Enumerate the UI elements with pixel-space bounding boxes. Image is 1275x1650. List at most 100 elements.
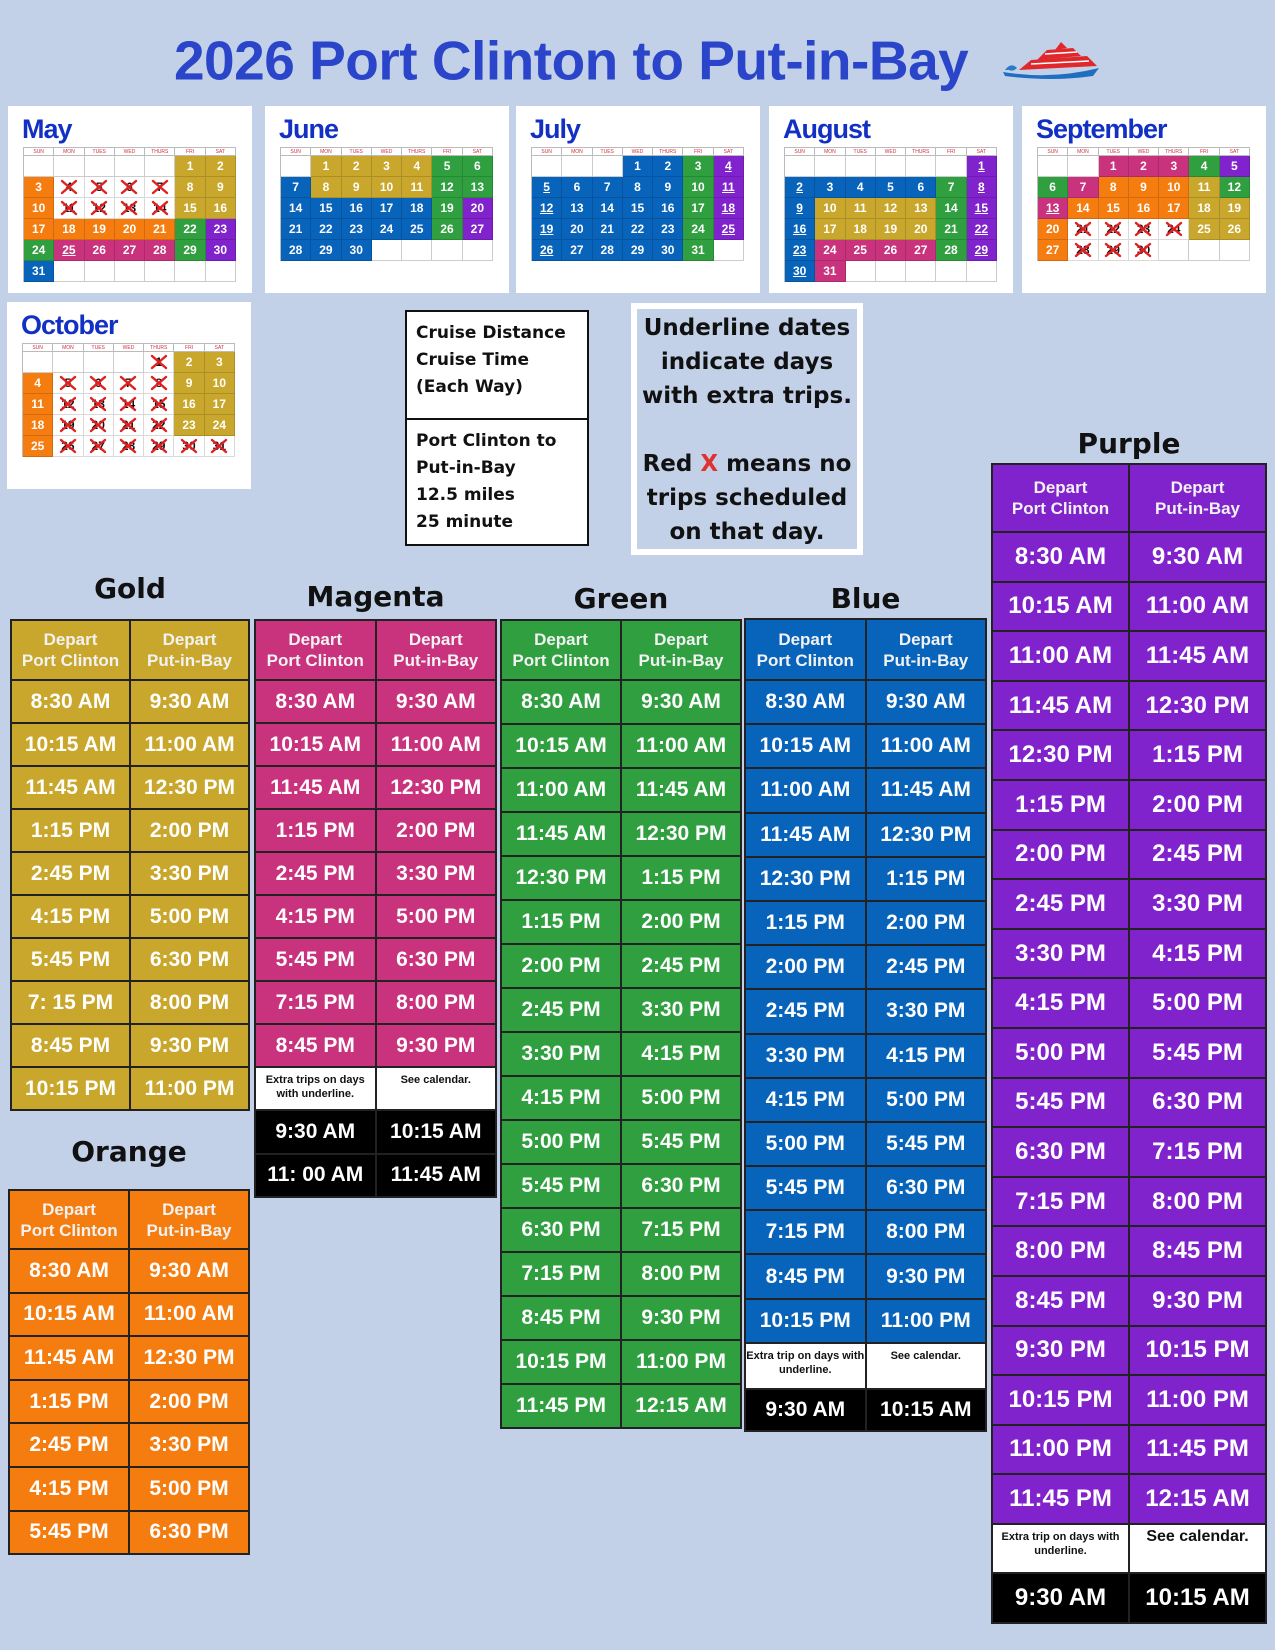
day-number: 15: [152, 397, 166, 411]
day-number: 5: [887, 180, 894, 194]
depart-time: 8:45 PM: [256, 1025, 375, 1066]
arrive-time: 12:15 AM: [1130, 1475, 1265, 1523]
calendar-day: 30: [205, 240, 236, 261]
calendar-day: 6: [83, 373, 114, 394]
day-number: 7: [1079, 180, 1087, 194]
arrive-time: 12:30 PM: [866, 813, 985, 856]
weekday-header: TUES: [845, 148, 876, 156]
weekday-header: SUN: [24, 148, 55, 156]
weekday-header: MON: [1068, 148, 1099, 156]
calendar-day: 8: [144, 373, 175, 394]
month-name: September: [1036, 114, 1168, 144]
detail-line: Port Clinton to: [416, 431, 557, 451]
arrive-time: 11:00 PM: [1130, 1376, 1265, 1424]
depart-time: 8:45 PM: [12, 1025, 129, 1066]
calendar-empty-cell: [53, 352, 84, 373]
calendar-day: 5: [1219, 156, 1250, 177]
day-number: 2: [185, 355, 193, 369]
calendar-day: 19: [875, 219, 907, 240]
day-number: 26: [92, 243, 106, 257]
calendar-day: 27: [462, 219, 493, 240]
day-number: 7: [292, 180, 299, 194]
calendar-day: 20: [906, 219, 937, 240]
depart-time: 2:45 PM: [993, 880, 1128, 928]
calendar-day: 30: [174, 436, 205, 457]
weekday-header: WED: [875, 148, 907, 156]
arrive-time: 12:15 AM: [622, 1385, 740, 1427]
calendar-day: 18: [845, 219, 876, 240]
extra-depart-time: 9:30 AM: [746, 1389, 865, 1430]
calendar-day: 26: [875, 240, 907, 261]
arrive-time: 2:00 PM: [866, 901, 985, 945]
depart-time: 4:15 PM: [993, 979, 1128, 1027]
calendar-empty-cell: [906, 156, 937, 177]
calendar-empty-cell: [24, 156, 55, 177]
calendar-day: 25: [713, 219, 744, 240]
day-number: 20: [914, 222, 928, 236]
day-number: 16: [349, 201, 363, 215]
calendar-day: 29: [144, 436, 175, 457]
depart-time: 5:45 PM: [256, 939, 375, 980]
note-line: with extra trips.: [642, 383, 852, 409]
depart-time: 1:15 PM: [10, 1380, 128, 1423]
depart-time: 12:30 PM: [746, 857, 865, 900]
arrive-time: 12:30 PM: [376, 767, 495, 808]
day-number: 16: [1136, 201, 1151, 215]
calendar-empty-cell: [713, 240, 744, 261]
depart-time: 2:00 PM: [746, 946, 865, 989]
arrive-time: 11:00 PM: [866, 1299, 985, 1342]
calendar-day: 27: [83, 436, 114, 457]
day-number: 13: [1045, 201, 1060, 215]
arrive-time: 2:00 PM: [376, 810, 495, 851]
calendar-day: 16: [653, 198, 684, 219]
day-number: 6: [1049, 180, 1056, 194]
day-number: 30: [792, 264, 807, 278]
arrive-time: 3:30 PM: [130, 1424, 248, 1466]
day-number: 9: [1140, 180, 1147, 194]
calendar-day: 18: [54, 219, 85, 240]
calendar-day: 23: [1128, 219, 1160, 240]
calendar-day: 22: [311, 219, 342, 240]
weekday-header: FRI: [683, 148, 714, 156]
depart-time: 3:30 PM: [502, 1033, 620, 1075]
arrive-time: 3:30 PM: [622, 989, 740, 1031]
header-text: Put-in-Bay: [146, 1220, 232, 1240]
calendar-june: June SUN MON TUES WED THURS FRI SAT 1 2 3 4 5 6 7 8 9 10 1…: [265, 106, 509, 293]
weekday-header: TUES: [84, 148, 115, 156]
day-number: 28: [600, 243, 614, 257]
depart-time: 4:15 PM: [746, 1078, 865, 1121]
day-number: 14: [288, 201, 303, 215]
day-number: 13: [570, 201, 584, 215]
calendar-day: 5: [53, 373, 84, 394]
calendar-day: 4: [1189, 156, 1220, 177]
day-number: 24: [31, 243, 46, 257]
extra-depart-time: 9:30 AM: [993, 1573, 1128, 1622]
depart-time: 11:45 AM: [993, 681, 1128, 730]
depart-time: 11:00 AM: [993, 632, 1128, 680]
depart-time: 8:30 AM: [256, 681, 375, 722]
calendar-empty-cell: [936, 156, 967, 177]
weekday-header: TUES: [83, 344, 114, 352]
weekday-header: FRI: [936, 148, 967, 156]
day-number: 30: [213, 243, 228, 257]
header-text: Depart: [1033, 478, 1088, 497]
depart-time: 7:15 PM: [746, 1211, 865, 1254]
calendar-day: 13: [462, 177, 493, 198]
arrive-time: 1:15 PM: [622, 857, 740, 899]
calendar-day: 31: [683, 240, 714, 261]
calendar-day: 9: [785, 198, 816, 219]
day-number: 3: [216, 355, 223, 369]
calendar-day: 7: [936, 177, 967, 198]
day-number: 23: [213, 222, 228, 236]
day-number: 14: [153, 201, 167, 215]
depart-time: 10:15 AM: [256, 724, 375, 765]
depart-time: 8:30 AM: [746, 681, 865, 724]
day-number: 1: [186, 159, 194, 173]
column-header: Depart Put-in-Bay: [1130, 465, 1265, 531]
calendar-empty-cell: [1038, 156, 1069, 177]
day-number: 6: [126, 180, 133, 194]
calendar-day: 2: [785, 177, 816, 198]
calendar-day: 5: [432, 156, 463, 177]
day-number: 8: [634, 180, 641, 194]
weekday-header: THURS: [1159, 148, 1190, 156]
